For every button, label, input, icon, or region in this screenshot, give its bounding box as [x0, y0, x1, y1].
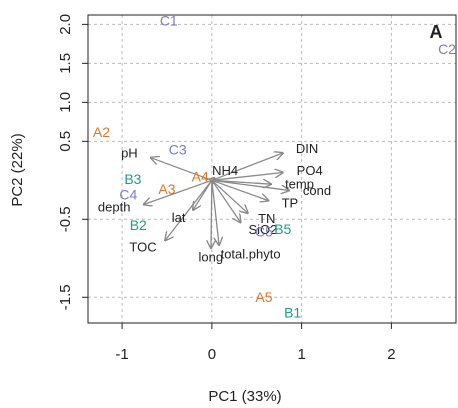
loading-arrow: [211, 179, 289, 190]
loading-arrow: [165, 179, 213, 240]
point-label: C4: [119, 187, 137, 203]
loading-arrow: [211, 180, 219, 245]
loading-arrow: [193, 179, 213, 210]
loading-label: pH: [121, 146, 138, 161]
panel-label: A: [430, 22, 443, 42]
loading-arrow: [211, 153, 283, 181]
plot-frame: [87, 14, 457, 324]
point-label: A2: [93, 124, 110, 140]
loading-arrow: [211, 179, 269, 200]
y-tick-label: 2.0: [57, 14, 74, 35]
loading-arrow: [212, 178, 215, 180]
loading-arrow: [151, 158, 213, 181]
loading-arrow: [211, 179, 248, 213]
y-axis-title: PC2 (22%): [9, 133, 26, 206]
point-label: C2: [438, 41, 456, 57]
loading-label: TN: [258, 211, 275, 226]
x-tick-label: 2: [387, 346, 395, 363]
point-label: B3: [124, 171, 141, 187]
point-label: A3: [158, 181, 175, 197]
loading-label: long: [198, 250, 223, 265]
loading-label: lat: [172, 210, 186, 225]
point-label: C3: [169, 141, 187, 157]
y-tick-label: 0.5: [57, 131, 74, 152]
loading-arrow: [211, 173, 283, 181]
point-label: A5: [255, 289, 272, 305]
loading-label: SiO2: [248, 222, 277, 237]
point-label: C5: [255, 223, 273, 239]
point-label: A4: [192, 169, 209, 185]
point-label: C1: [160, 13, 178, 29]
y-tick-label: 1.5: [57, 53, 74, 74]
loading-label: total.phyto: [221, 246, 281, 261]
point-label: B1: [284, 304, 301, 320]
loading-label: TP: [282, 195, 299, 210]
loading-arrow: [211, 180, 271, 184]
point-label: B5: [274, 221, 291, 237]
loading-label: cond: [303, 183, 331, 198]
x-tick-label: -1: [115, 346, 128, 363]
loading-label: temp: [285, 176, 314, 191]
loading-label: depth: [98, 199, 131, 214]
loading-label: NH4: [212, 163, 238, 178]
loading-label: TOC: [129, 240, 156, 255]
y-tick-label: -0.5: [57, 206, 74, 232]
loading-arrow: [144, 179, 213, 204]
x-axis-title: PC1 (33%): [208, 388, 281, 405]
x-tick-label: 0: [208, 346, 216, 363]
loading-arrow: [211, 180, 212, 248]
loading-label: PO4: [297, 163, 323, 178]
y-tick-label: -1.5: [57, 284, 74, 310]
y-tick-label: 1.0: [57, 92, 74, 113]
loading-label: DIN: [296, 141, 318, 156]
x-tick-label: 1: [297, 346, 305, 363]
point-label: B2: [130, 217, 147, 233]
loading-arrow: [211, 179, 241, 222]
